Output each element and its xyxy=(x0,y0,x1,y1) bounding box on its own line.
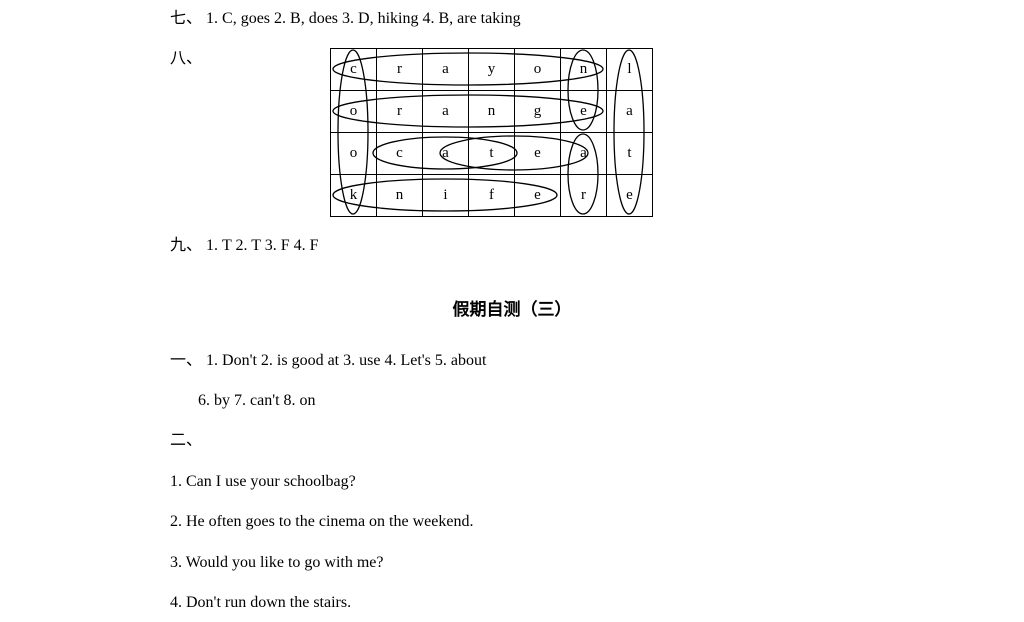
letter-cell: l xyxy=(607,49,653,91)
letter-cell: a xyxy=(561,133,607,175)
section-2-item-2: 2. He often goes to the cinema on the we… xyxy=(170,511,1024,533)
word-search-grid: crayonlorangeaocateatknifere xyxy=(330,48,653,217)
section-8: 八、 crayonlorangeaocateatknifere xyxy=(170,48,1024,217)
letter-cell: i xyxy=(423,175,469,217)
letter-cell: a xyxy=(423,91,469,133)
letter-cell: t xyxy=(469,133,515,175)
letter-cell: e xyxy=(515,133,561,175)
letter-cell: o xyxy=(331,91,377,133)
section-1-line2: 6. by 7. can't 8. on xyxy=(198,392,316,409)
letter-cell: a xyxy=(423,49,469,91)
letter-cell: n xyxy=(561,49,607,91)
letter-cell: t xyxy=(607,133,653,175)
section-2-label-line: 二、 xyxy=(170,430,1024,452)
section-2-item-4: 4. Don't run down the stairs. xyxy=(170,592,1024,614)
letter-cell: e xyxy=(607,175,653,217)
letter-cell: g xyxy=(515,91,561,133)
letter-cell: a xyxy=(607,91,653,133)
letter-cell: n xyxy=(377,175,423,217)
letter-cell: e xyxy=(515,175,561,217)
letter-cell: y xyxy=(469,49,515,91)
letter-cell: r xyxy=(377,91,423,133)
section-2-label: 二、 xyxy=(170,432,202,449)
section-2-item-1: 1. Can I use your schoolbag? xyxy=(170,471,1024,493)
section-1-line1: 1. Don't 2. is good at 3. use 4. Let's 5… xyxy=(206,352,486,369)
letter-cell: e xyxy=(561,91,607,133)
section-9: 九、 1. T 2. T 3. F 4. F xyxy=(170,235,1024,257)
page-title: 假期自测（三） xyxy=(0,298,1024,322)
letter-cell: r xyxy=(561,175,607,217)
letter-cell: n xyxy=(469,91,515,133)
section-7-answers: 1. C, goes 2. B, does 3. D, hiking 4. B,… xyxy=(206,10,521,27)
section-8-label: 八、 xyxy=(170,50,202,67)
letter-cell: o xyxy=(331,133,377,175)
section-7-label: 七、 xyxy=(170,10,202,27)
letter-cell: c xyxy=(377,133,423,175)
letter-table: crayonlorangeaocateatknifere xyxy=(330,48,653,217)
letter-cell: o xyxy=(515,49,561,91)
letter-cell: c xyxy=(331,49,377,91)
document-body: 七、 1. C, goes 2. B, does 3. D, hiking 4.… xyxy=(0,0,1024,614)
section-9-label: 九、 xyxy=(170,237,202,254)
section-7: 七、 1. C, goes 2. B, does 3. D, hiking 4.… xyxy=(170,8,1024,30)
letter-cell: r xyxy=(377,49,423,91)
section-1-label: 一、 xyxy=(170,352,202,369)
section-1: 一、 1. Don't 2. is good at 3. use 4. Let'… xyxy=(170,350,1024,413)
section-9-answers: 1. T 2. T 3. F 4. F xyxy=(206,237,318,254)
letter-cell: f xyxy=(469,175,515,217)
section-2-item-3: 3. Would you like to go with me? xyxy=(170,552,1024,574)
letter-cell: a xyxy=(423,133,469,175)
letter-cell: k xyxy=(331,175,377,217)
